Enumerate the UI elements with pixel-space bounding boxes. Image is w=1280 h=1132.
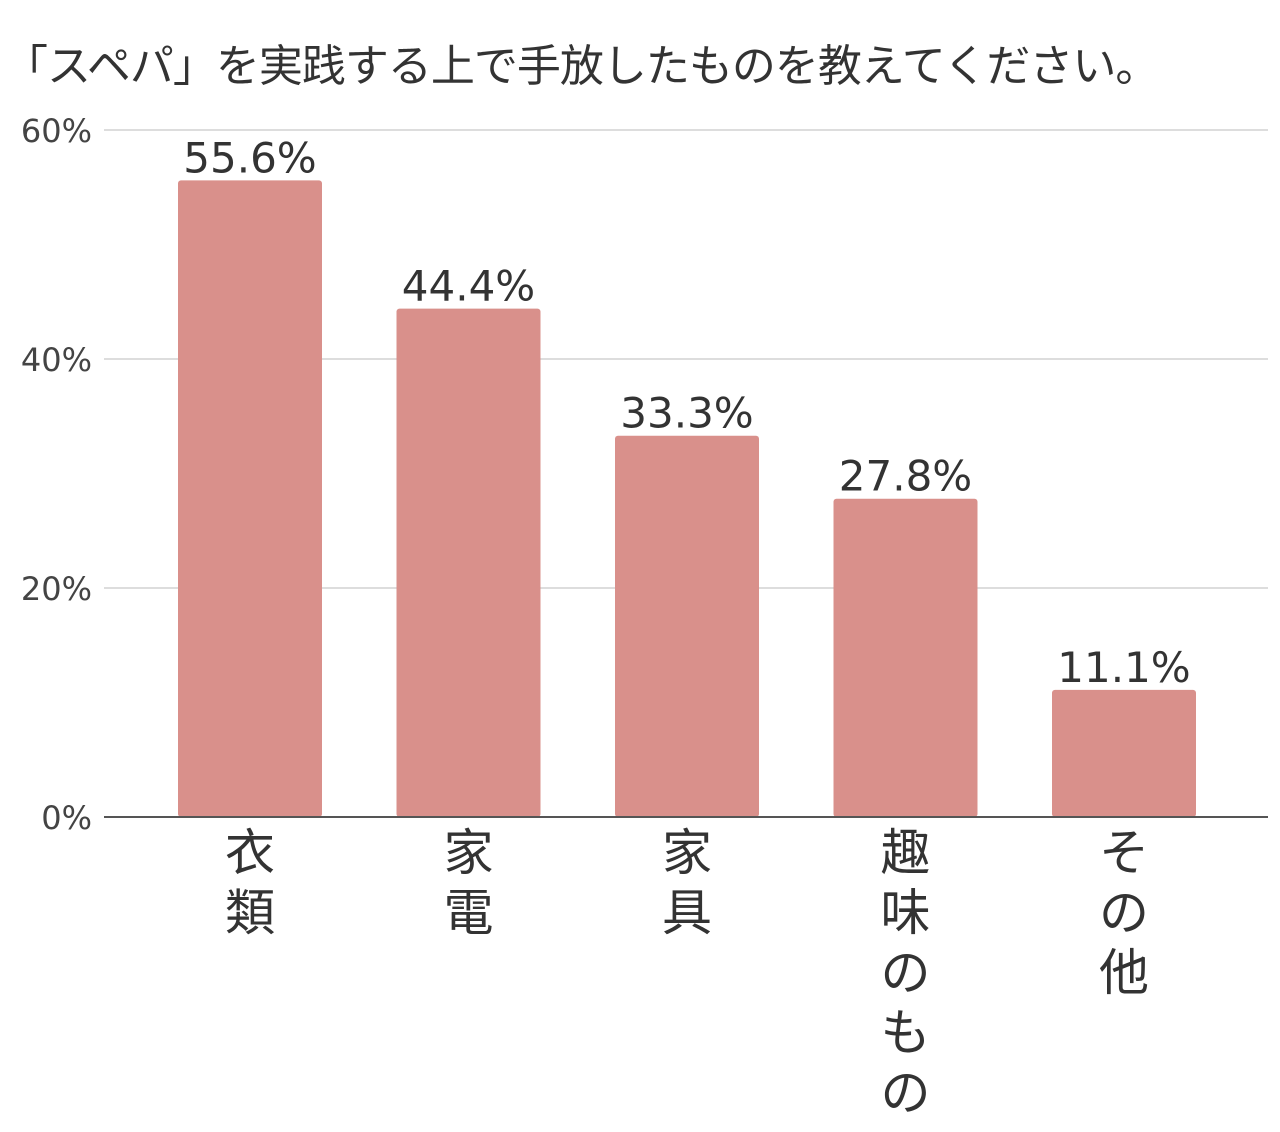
category-labels: 衣類 家電 家具 趣味のもの その他: [225, 824, 1149, 1122]
category-label: その他: [1099, 824, 1149, 1002]
bar: [1052, 689, 1196, 817]
category-label: 趣味のもの: [881, 824, 931, 1122]
y-tick-label: 20%: [21, 570, 92, 608]
category-label: 家電: [444, 824, 494, 942]
category-label: 衣類: [225, 824, 275, 942]
data-label: 11.1%: [1057, 643, 1190, 692]
bar: [396, 308, 541, 817]
y-tick-label: 60%: [21, 112, 92, 150]
bars: [178, 180, 1196, 817]
category-label: 家具: [662, 824, 712, 942]
y-tick-label: 0%: [41, 799, 92, 837]
bar: [178, 180, 322, 817]
bar: [833, 498, 978, 817]
data-label: 44.4%: [402, 262, 535, 311]
data-label: 33.3%: [620, 389, 753, 438]
data-label: 55.6%: [183, 133, 316, 182]
chart-title: 「スペパ」を実践する上で手放したものを教えてください。: [4, 41, 1159, 92]
data-labels: 55.6% 44.4% 33.3% 27.8% 11.1%: [183, 133, 1190, 692]
y-axis-ticks: 0% 20% 40% 60%: [21, 112, 92, 837]
y-tick-label: 40%: [21, 341, 92, 379]
data-label: 27.8%: [839, 452, 972, 501]
bar: [615, 435, 759, 817]
